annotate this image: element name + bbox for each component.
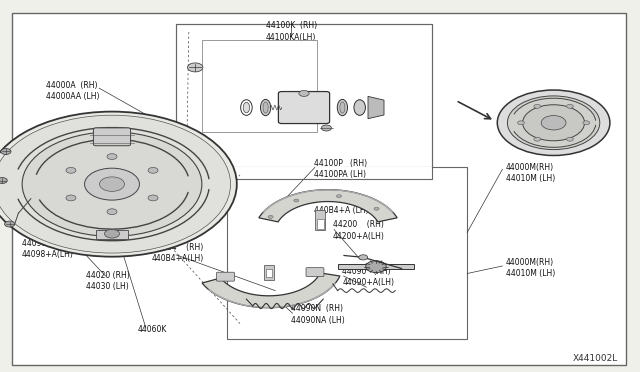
- Circle shape: [104, 230, 120, 238]
- Bar: [96, 230, 128, 238]
- Bar: [176, 24, 432, 179]
- Text: 440B4    (RH)
440B4+A(LH): 440B4 (RH) 440B4+A(LH): [152, 243, 204, 263]
- Text: 440B4   (RH)
440B4+A (LH): 440B4 (RH) 440B4+A (LH): [314, 195, 368, 215]
- Text: 44000A  (RH)
44000AA (LH): 44000A (RH) 44000AA (LH): [46, 81, 100, 101]
- Ellipse shape: [340, 102, 345, 113]
- Circle shape: [534, 137, 541, 141]
- Ellipse shape: [523, 105, 584, 141]
- Circle shape: [1, 148, 11, 154]
- Circle shape: [358, 255, 367, 260]
- Circle shape: [541, 116, 566, 130]
- Text: 44081    (RH)
440BL+A (LH): 44081 (RH) 440BL+A (LH): [31, 141, 84, 161]
- Circle shape: [583, 121, 589, 125]
- Bar: [264, 265, 274, 280]
- Circle shape: [321, 125, 332, 131]
- Circle shape: [107, 209, 117, 215]
- Bar: [266, 269, 272, 277]
- Bar: [337, 264, 415, 269]
- Ellipse shape: [260, 99, 271, 116]
- Circle shape: [0, 177, 7, 183]
- Text: 44090N  (RH)
44090NA (LH): 44090N (RH) 44090NA (LH): [291, 304, 345, 324]
- Ellipse shape: [354, 100, 365, 115]
- Text: 44100K  (RH)
44100KA(LH): 44100K (RH) 44100KA(LH): [266, 22, 317, 42]
- Text: 44098   (RH)
44098+A(LH): 44098 (RH) 44098+A(LH): [22, 239, 74, 259]
- Circle shape: [374, 207, 379, 210]
- Circle shape: [566, 105, 573, 108]
- FancyBboxPatch shape: [93, 128, 131, 146]
- Polygon shape: [208, 283, 336, 308]
- Circle shape: [66, 167, 76, 173]
- Circle shape: [107, 154, 117, 160]
- Bar: [317, 219, 323, 229]
- Circle shape: [534, 105, 541, 108]
- Text: 44100P   (RH)
44100PA (LH): 44100P (RH) 44100PA (LH): [314, 159, 367, 179]
- Ellipse shape: [243, 102, 250, 113]
- Text: 44200    (RH)
44200+A(LH): 44200 (RH) 44200+A(LH): [333, 221, 385, 241]
- Circle shape: [188, 63, 203, 72]
- Polygon shape: [202, 273, 340, 308]
- Circle shape: [365, 261, 386, 273]
- Text: 44000M(RH)
44010M (LH): 44000M(RH) 44010M (LH): [506, 258, 555, 278]
- Polygon shape: [259, 190, 397, 222]
- FancyBboxPatch shape: [216, 272, 234, 281]
- Circle shape: [268, 215, 273, 218]
- Circle shape: [4, 221, 15, 227]
- Text: 44020 (RH)
44030 (LH): 44020 (RH) 44030 (LH): [86, 271, 130, 291]
- Circle shape: [566, 137, 573, 141]
- Circle shape: [337, 195, 342, 198]
- Text: 44090   (RH)
44090+A(LH): 44090 (RH) 44090+A(LH): [342, 267, 394, 287]
- Ellipse shape: [337, 99, 348, 116]
- Bar: [176, 24, 432, 179]
- Ellipse shape: [0, 112, 237, 257]
- Ellipse shape: [508, 96, 600, 150]
- Circle shape: [148, 167, 158, 173]
- Ellipse shape: [100, 177, 124, 191]
- FancyBboxPatch shape: [278, 92, 330, 124]
- Text: X441002L: X441002L: [572, 354, 618, 363]
- Circle shape: [66, 195, 76, 201]
- Text: 44060K: 44060K: [138, 325, 167, 334]
- Circle shape: [518, 121, 524, 125]
- Polygon shape: [262, 189, 394, 213]
- FancyBboxPatch shape: [306, 268, 324, 277]
- Bar: [227, 167, 432, 179]
- Bar: [315, 210, 325, 230]
- Polygon shape: [368, 96, 384, 119]
- Ellipse shape: [0, 115, 230, 253]
- Ellipse shape: [497, 90, 610, 155]
- Circle shape: [148, 195, 158, 201]
- Ellipse shape: [263, 102, 268, 113]
- Circle shape: [294, 199, 299, 202]
- Bar: [202, 40, 317, 132]
- Ellipse shape: [22, 132, 202, 236]
- Circle shape: [299, 90, 309, 96]
- Text: 44000M(RH)
44010M (LH): 44000M(RH) 44010M (LH): [506, 163, 555, 183]
- Bar: [227, 167, 467, 339]
- Ellipse shape: [84, 168, 140, 200]
